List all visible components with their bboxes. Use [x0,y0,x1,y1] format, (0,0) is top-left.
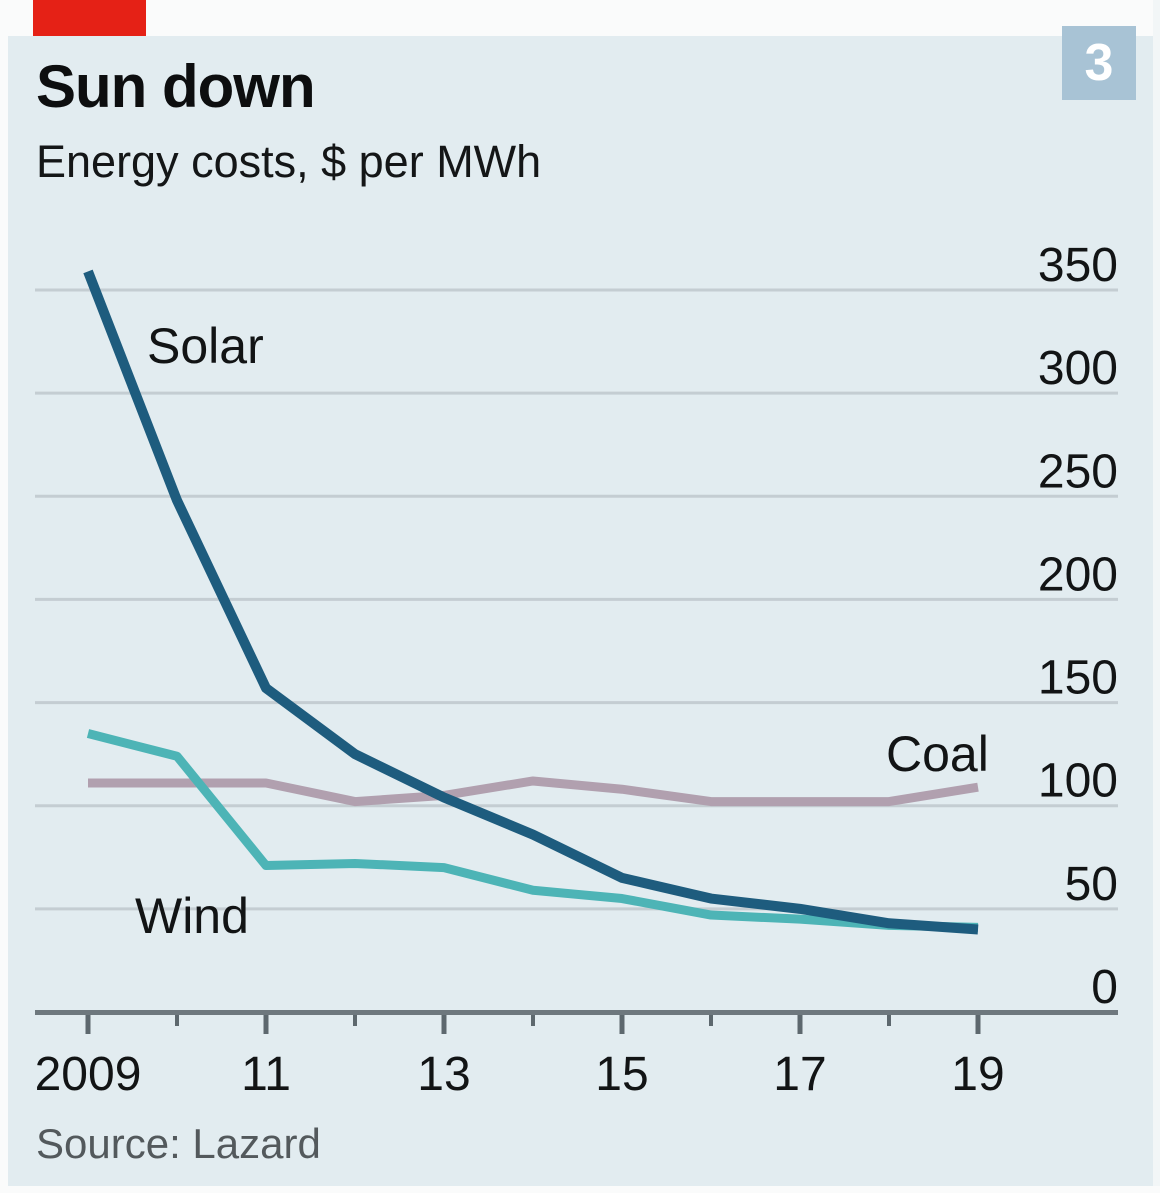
bottom-page-edge [0,1186,1160,1193]
y-tick-label-150: 150 [1038,652,1118,705]
x-tick-label-11: 11 [241,1048,291,1101]
red-brand-tab [33,0,146,36]
series-line-wind [86,729,979,932]
series-label-wind: Wind [135,888,249,944]
x-tick-label-2009: 2009 [35,1048,142,1101]
chart-title: Sun down [36,53,316,120]
top-band [0,0,1160,36]
page-number-badge: 3 [1062,26,1136,100]
series-label-solar: Solar [147,318,264,374]
y-tick-label-250: 250 [1038,445,1118,498]
series-line-solar [83,269,979,935]
y-tick-label-300: 300 [1038,342,1118,395]
y-tick-label-350: 350 [1038,239,1118,292]
y-tick-label-50: 50 [1065,858,1118,911]
x-axis-line [35,1010,1118,1015]
y-tick-label-0: 0 [1091,961,1118,1014]
series-line-coal [88,776,979,807]
y-tick-label-100: 100 [1038,755,1118,808]
left-page-edge [0,0,8,1193]
x-tick-label-15: 15 [595,1048,648,1101]
chart-subtitle: Energy costs, $ per MWh [36,136,542,187]
x-tick-label-13: 13 [417,1048,470,1101]
source-note: Source: Lazard [36,1120,321,1167]
x-tick-label-17: 17 [773,1048,826,1101]
right-page-edge [1153,0,1160,1193]
x-tick-label-19: 19 [951,1048,1004,1101]
page-number: 3 [1084,34,1114,92]
y-tick-label-200: 200 [1038,548,1118,601]
series-label-coal: Coal [886,726,989,782]
